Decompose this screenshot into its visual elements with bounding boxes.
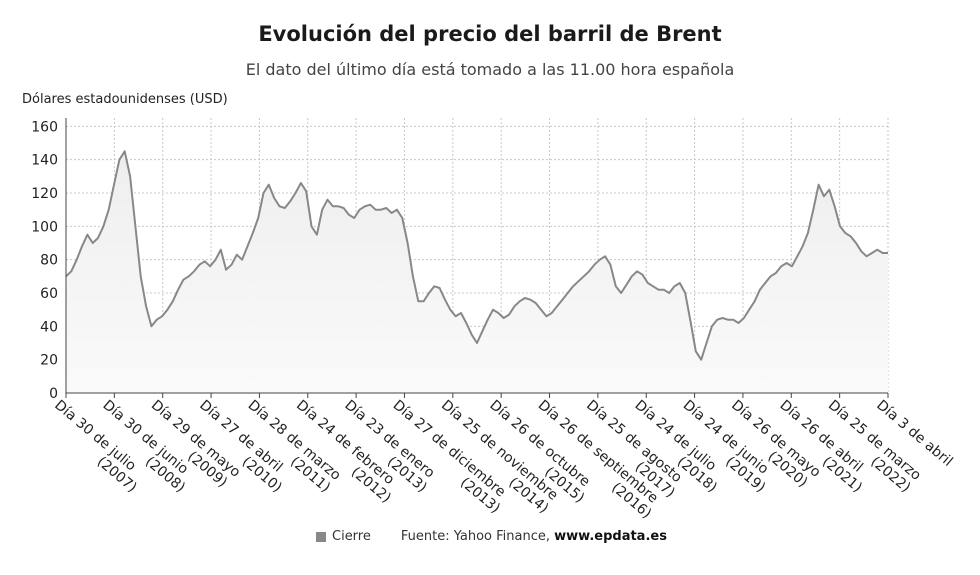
y-tick-label: 140: [31, 153, 58, 169]
source-site: www.epdata.es: [554, 529, 667, 544]
x-tick-label-line1: Día 30 de julio: [51, 397, 139, 474]
y-tick-label: 20: [40, 353, 58, 369]
y-tick-label: 0: [49, 386, 58, 402]
source-prefix: Fuente: Yahoo Finance,: [400, 529, 555, 544]
y-tick-label: 100: [31, 219, 58, 235]
series-area-cierre: [66, 151, 888, 393]
y-tick-label: 40: [40, 319, 58, 335]
y-tick-label: 60: [40, 286, 58, 302]
chart-title: Evolución del precio del barril de Brent: [258, 22, 722, 46]
source-note: Fuente: Yahoo Finance, www.epdata.es: [401, 529, 667, 544]
x-tick-label: Día 30 de julio(2007): [51, 397, 139, 496]
legend-label-cierre: Cierre: [332, 529, 371, 544]
y-tick-label: 120: [31, 186, 58, 202]
chart-legend: Cierre Fuente: Yahoo Finance, www.epdata…: [316, 529, 667, 544]
chart-subtitle: El dato del último día está tomado a las…: [245, 60, 735, 79]
y-axis-label: Dólares estadounidenses (USD): [22, 92, 228, 107]
legend-swatch-cierre: [316, 531, 326, 542]
y-tick-label: 80: [40, 253, 58, 269]
series-line-cierre: [65, 150, 888, 361]
y-tick-label: 160: [31, 119, 58, 135]
